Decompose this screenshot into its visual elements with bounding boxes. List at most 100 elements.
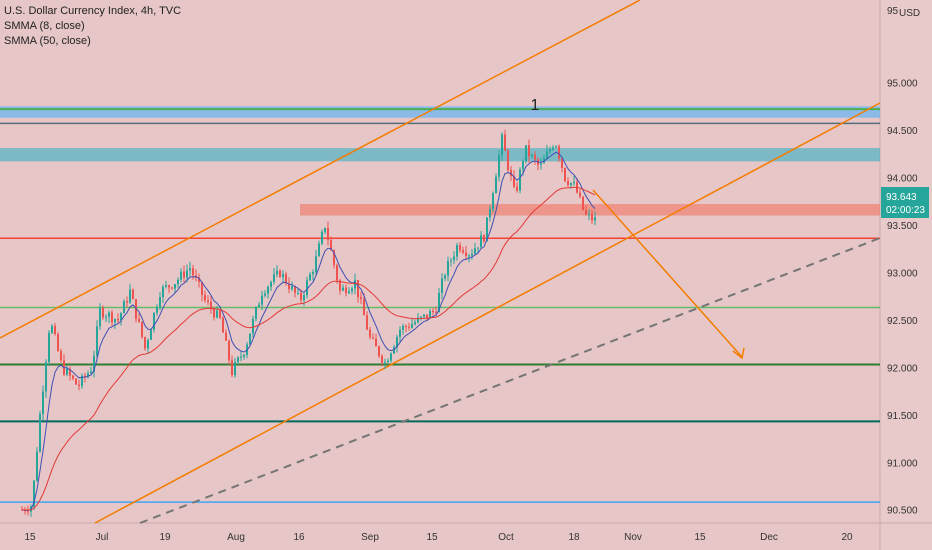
candle-body (105, 316, 107, 318)
candle-body (417, 317, 419, 323)
candle-body (366, 315, 368, 330)
candle-body (345, 287, 347, 294)
x-tick-label: 20 (841, 532, 853, 543)
x-tick-label: 16 (293, 532, 305, 543)
candle-body (453, 256, 455, 261)
candle-body (90, 371, 92, 374)
x-tick-label: Oct (498, 532, 514, 543)
candle-body (546, 151, 548, 159)
candle-body (189, 268, 191, 271)
candle-body (444, 275, 446, 279)
candle-body (120, 313, 122, 321)
candle-body (36, 451, 38, 481)
candle-body (210, 301, 212, 310)
candle-body (447, 261, 449, 276)
candle-body (471, 253, 473, 256)
candle-body (342, 287, 344, 291)
channel-lower-line (94, 102, 881, 524)
candle-body (327, 227, 329, 240)
candle-body (435, 311, 437, 313)
zone-3 (300, 204, 880, 216)
candle-body (111, 312, 113, 323)
x-tick-label: 15 (694, 532, 706, 543)
candle-body (387, 360, 389, 363)
candle-body (555, 146, 557, 148)
candle-body (156, 307, 158, 313)
candle-body (477, 247, 479, 249)
candle-body (57, 334, 59, 351)
dashed-trend-line (139, 237, 881, 524)
candle-body (306, 280, 308, 296)
x-tick-label: 18 (568, 532, 580, 543)
candle-body (336, 265, 338, 281)
candle-body (309, 274, 311, 281)
candle-body (147, 340, 149, 349)
x-tick-label: 19 (159, 532, 171, 543)
candle-body (48, 332, 50, 363)
candle-body (270, 281, 272, 287)
candle-body (588, 214, 590, 216)
candles-group (21, 129, 596, 517)
candle-body (144, 337, 146, 349)
candle-body (564, 167, 566, 182)
last-price-badge (881, 187, 929, 218)
candle-body (513, 176, 515, 187)
candle-body (219, 310, 221, 318)
candle-body (483, 235, 485, 242)
candle-body (177, 279, 179, 285)
candle-body (102, 307, 104, 318)
candle-body (54, 325, 56, 335)
y-tick-label-partial: 95 (887, 6, 899, 17)
candle-body (165, 285, 167, 287)
candle-body (99, 307, 101, 327)
candle-body (372, 337, 374, 339)
candle-body (468, 255, 470, 257)
candle-body (348, 291, 350, 294)
candle-body (321, 231, 323, 244)
candle-body (240, 356, 242, 358)
candle-body (570, 183, 572, 185)
y-tick-label: 91.500 (887, 411, 918, 422)
candle-body (411, 324, 413, 328)
candle-body (249, 333, 251, 345)
candle-body (297, 292, 299, 294)
candle-body (420, 316, 422, 318)
candle-body (300, 292, 302, 301)
candle-body (378, 346, 380, 356)
candle-body (354, 279, 356, 289)
y-tick-label: 94.500 (887, 126, 918, 137)
candle-body (351, 288, 353, 292)
candle-body (207, 300, 209, 302)
last-price-value: 93.643 (886, 192, 917, 203)
smma-50-line (21, 186, 596, 511)
y-tick-label: 92.000 (887, 363, 918, 374)
candle-body (204, 294, 206, 301)
candle-body (510, 170, 512, 177)
candle-body (423, 314, 425, 317)
candle-body (168, 285, 170, 288)
candle-body (561, 158, 563, 168)
candle-body (237, 357, 239, 362)
price-axis-panel (880, 0, 932, 550)
candle-body (282, 274, 284, 278)
candle-body (315, 256, 317, 273)
candle-body (426, 314, 428, 318)
candle-body (492, 193, 494, 210)
candle-body (93, 355, 95, 372)
x-tick-label: Nov (624, 532, 642, 543)
candle-body (267, 286, 269, 294)
candle-body (507, 150, 509, 171)
candle-body (276, 270, 278, 275)
candle-body (279, 270, 281, 278)
candle-body (399, 329, 401, 338)
candle-body (78, 384, 80, 386)
candle-body (69, 368, 71, 376)
candle-body (402, 325, 404, 330)
candle-body (381, 355, 383, 363)
candle-body (450, 260, 452, 262)
candle-body (525, 145, 527, 162)
candle-body (369, 329, 371, 338)
